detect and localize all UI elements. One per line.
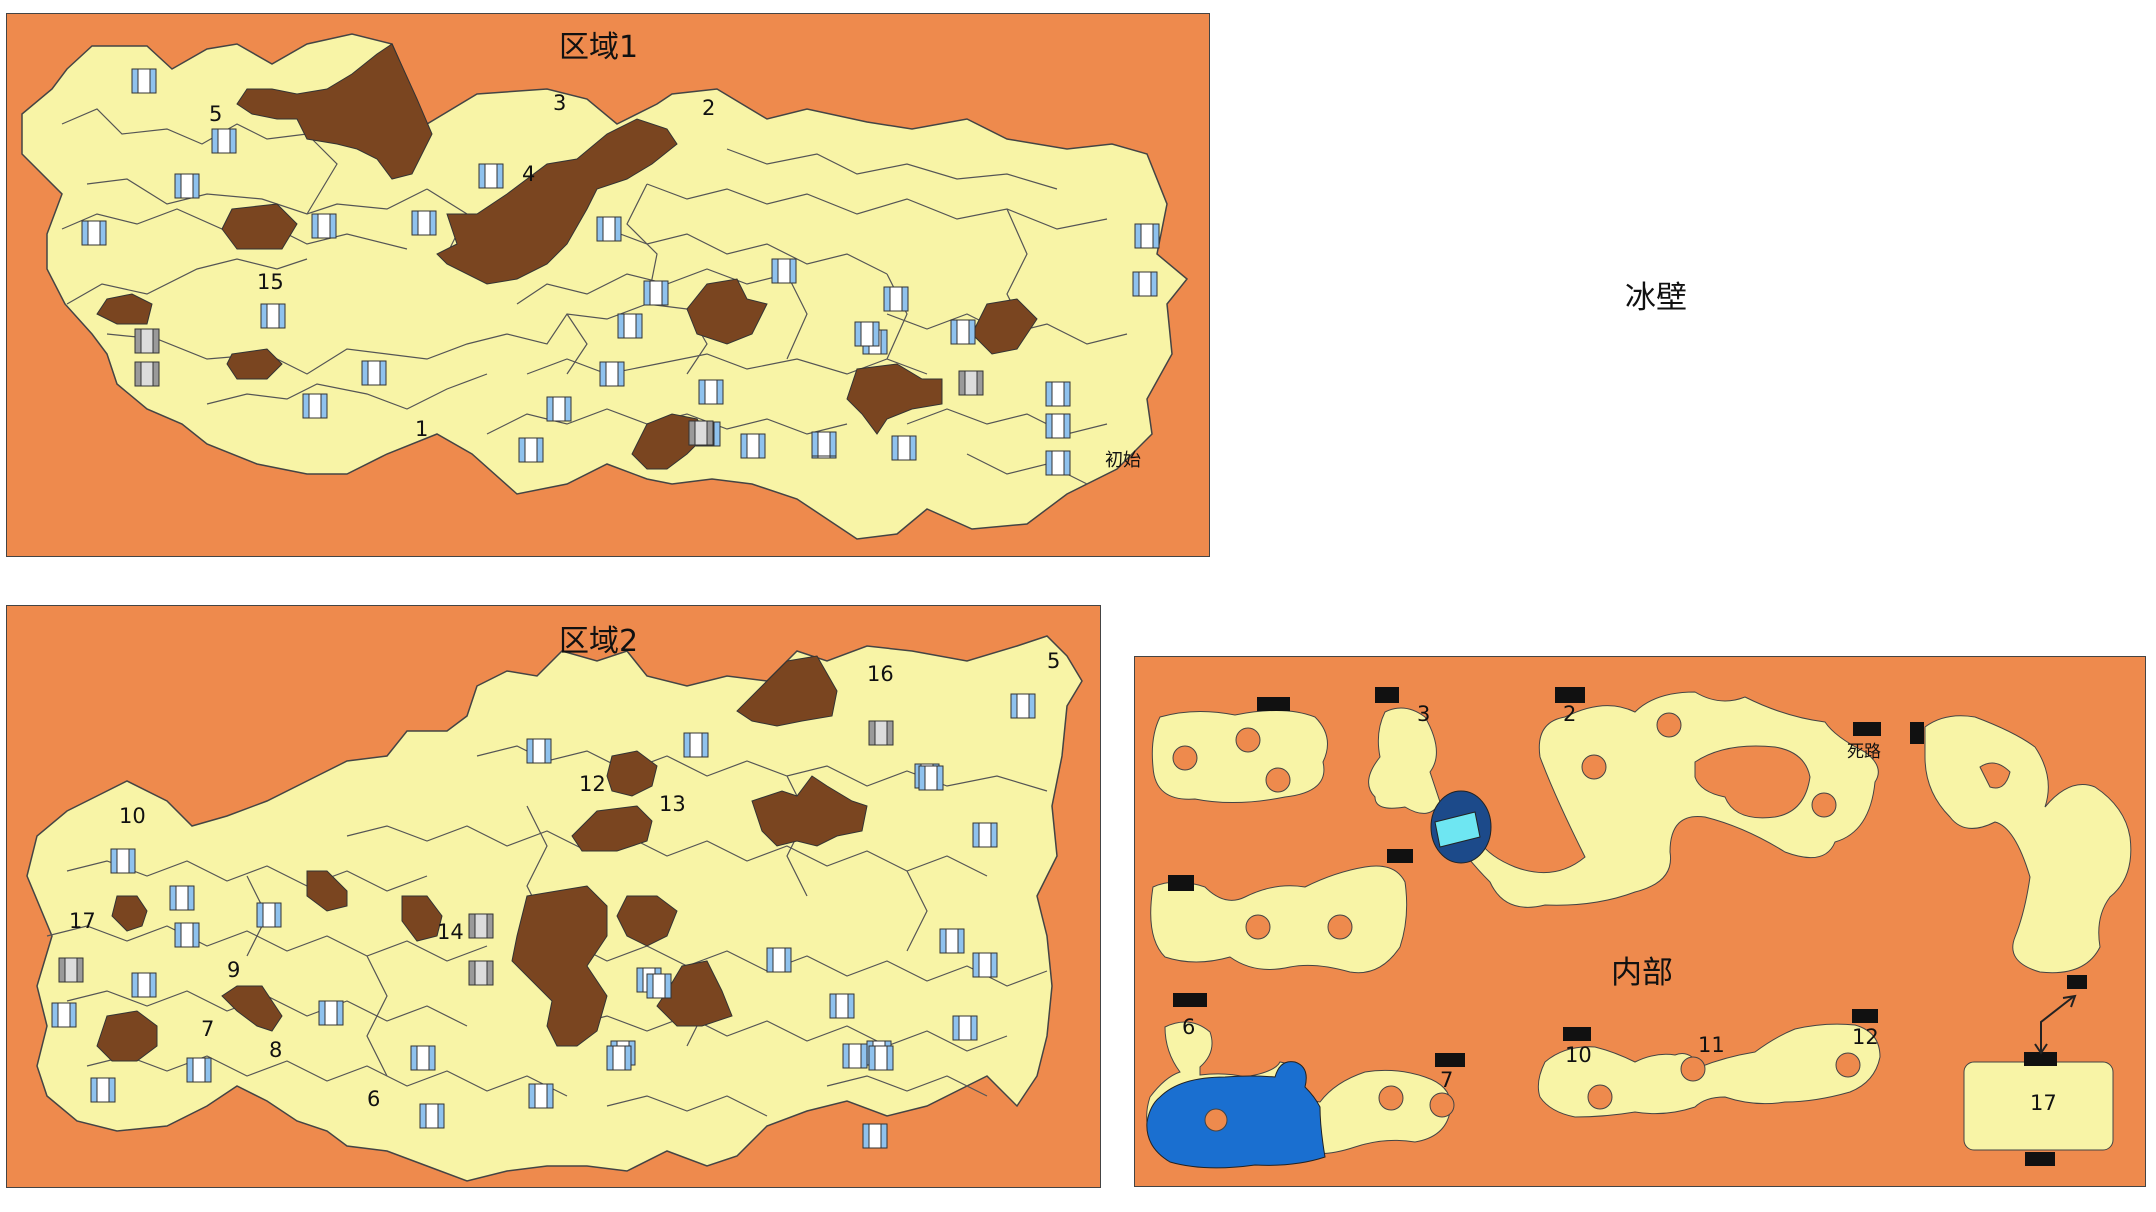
interior-label-12: 12: [1852, 1025, 1879, 1049]
interior-label-10: 10: [1565, 1043, 1592, 1067]
area2-label-16: 16: [867, 662, 894, 686]
area1-label-4: 4: [522, 162, 535, 186]
area2-gray-doors: [58, 720, 894, 986]
area1-terrain: 1 2 3 4 5 15 初始: [21, 33, 1189, 540]
interior-label-2: 2: [1563, 702, 1576, 726]
interior-label-6: 6: [1182, 1015, 1195, 1039]
area1-map: 1 2 3 4 5 15 初始 区域1: [6, 13, 1210, 557]
interior-map: 3 2 死路 6 7: [1134, 656, 2146, 1187]
area2-terrain: 5 6 7 8 9 10 12 13 14 16 17: [26, 635, 1083, 1182]
area2-label-13: 13: [659, 792, 686, 816]
area2-label-5: 5: [1047, 649, 1060, 673]
ice-wall-label: 冰壁: [1625, 280, 1687, 316]
area1-label-2: 2: [702, 96, 715, 120]
area2-label-8: 8: [269, 1038, 282, 1062]
area1-label-1: 1: [415, 417, 428, 441]
area2-map: 5 6 7 8 9 10 12 13 14 16 17 区域2: [6, 605, 1101, 1188]
area1-label-5: 5: [209, 102, 222, 126]
area2-label-17: 17: [69, 909, 96, 933]
area2-label-14: 14: [437, 920, 464, 944]
area2-blue-doors: [51, 693, 1036, 1149]
area1-label-start: 初始: [1105, 450, 1141, 471]
interior-terrain: 3 2 死路 6 7: [1146, 687, 2132, 1169]
area1-gray-doors: [134, 328, 984, 446]
area2-title: 区域2: [559, 624, 639, 659]
area2-label-10: 10: [119, 804, 146, 828]
interior-label-11: 11: [1698, 1033, 1725, 1057]
area2-label-9: 9: [227, 958, 240, 982]
area1-title: 区域1: [559, 30, 639, 65]
interior-label-3: 3: [1417, 702, 1430, 726]
area1-label-15: 15: [257, 270, 284, 294]
interior-label-7: 7: [1440, 1068, 1453, 1092]
interior-label-dead-end: 死路: [1847, 742, 1881, 762]
area2-label-6: 6: [367, 1087, 380, 1111]
area1-label-3: 3: [553, 91, 566, 115]
area2-label-7: 7: [201, 1017, 214, 1041]
interior-label-17: 17: [2030, 1091, 2057, 1115]
area2-label-12: 12: [579, 772, 606, 796]
interior-title: 内部: [1611, 955, 1673, 991]
